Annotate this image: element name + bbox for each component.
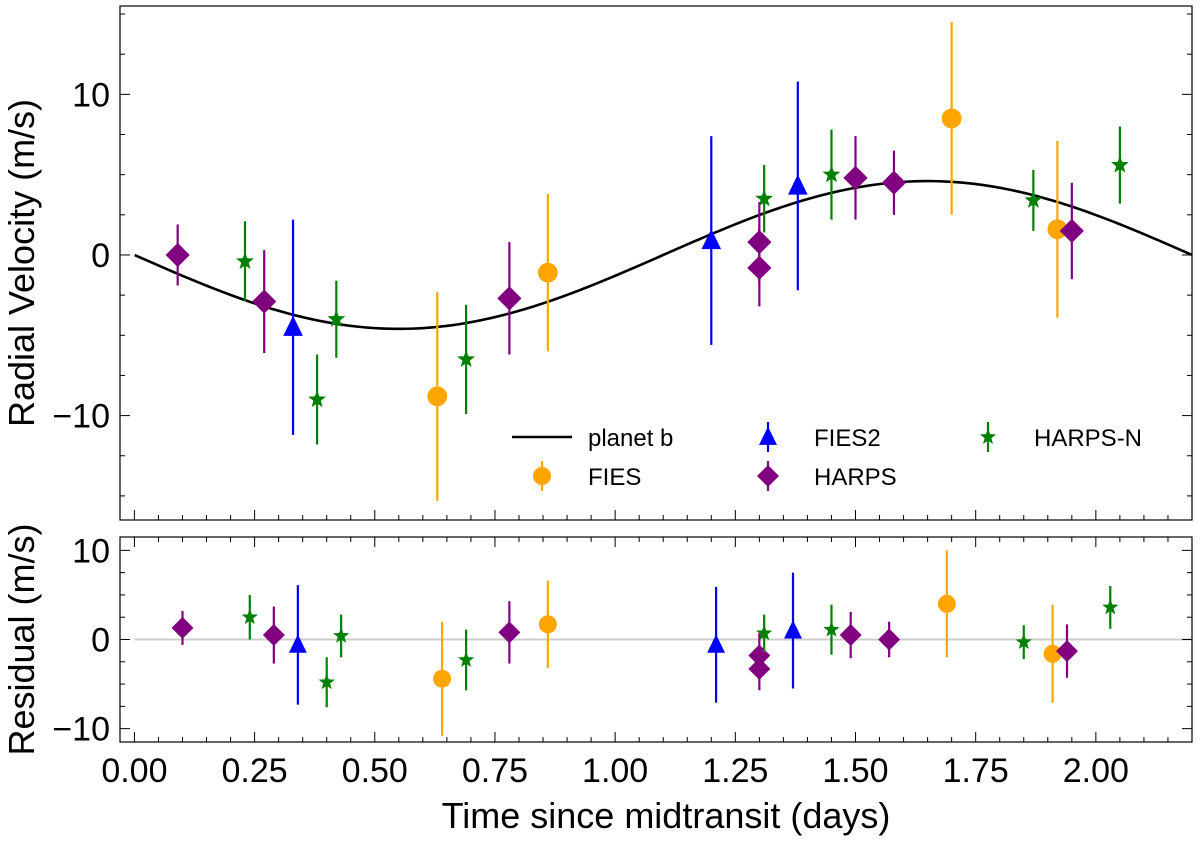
bottom-axis-ticks: −10 0 10 0.00 0.25 0.50 0.75 1.00 1.25 1.50 1.75 2.…: [52, 532, 1193, 790]
res-fies2-point-2: [784, 620, 802, 639]
bottom-y-tick-label: −10: [52, 711, 110, 749]
legend-fies2-marker: [759, 426, 777, 445]
radial-velocity-panel: −10 0 10 Radial Velocity (m/s) planet b FIE…: [1, 5, 1193, 521]
rv-harps-point-7: [1059, 218, 1084, 243]
top-axes-frame: [119, 5, 1193, 521]
bottom-plot-area: [134, 550, 1192, 736]
rv-harps-n-point-4: [755, 189, 774, 207]
bottom-y-tick-label: 0: [91, 622, 110, 660]
bottom-y-axis-label: Residual (m/s): [1, 523, 42, 755]
legend-fies-label: FIES: [588, 464, 641, 491]
res-fies-point-3: [1043, 644, 1062, 663]
res-fies-point-1: [538, 615, 557, 634]
rv-harps-n-point-3: [457, 350, 476, 367]
x-tick-label: 0.25: [222, 752, 288, 790]
x-tick-label: 1.50: [822, 752, 888, 790]
legend: planet b FIES FIES2 HARPS HARPS-N: [512, 422, 1142, 491]
rv-harps-n-point-0: [236, 252, 254, 269]
res-harps-point-4: [748, 657, 771, 680]
rv-harps-n-point-5: [822, 165, 841, 183]
res-harps-point-6: [878, 628, 901, 651]
rv-harps-point-2: [497, 286, 522, 311]
rv-fies-point-3: [1047, 219, 1068, 240]
x-tick-label: 2.00: [1063, 752, 1129, 790]
bottom-y-tick-label: 10: [72, 532, 110, 570]
x-axis-label: Time since midtransit (days): [442, 795, 891, 836]
rv-harps-point-0: [165, 242, 190, 268]
legend-harps-label: HARPS: [814, 464, 897, 491]
legend-planet-b-label: planet b: [588, 425, 673, 452]
res-harps-n-point-2: [333, 627, 350, 643]
rv-harps-point-5: [843, 165, 868, 190]
res-harps-n-point-0: [241, 608, 258, 625]
res-fies-point-0: [433, 669, 452, 688]
res-fies2-point-0: [288, 634, 307, 653]
res-fies2-point-1: [707, 634, 726, 653]
rv-harps-point-1: [252, 289, 277, 314]
rv-fies-point-2: [941, 108, 962, 129]
x-tick-label: 0.50: [342, 752, 408, 790]
legend-harps-marker: [757, 465, 779, 487]
x-tick-label: 1.25: [702, 752, 768, 790]
rv-fies-point-1: [537, 262, 558, 283]
res-fies-point-2: [937, 594, 956, 613]
res-harps-point-0: [171, 616, 194, 639]
rv-fies2-point-0: [283, 315, 303, 336]
top-y-axis-label: Radial Velocity (m/s): [1, 99, 42, 427]
res-harps-n-point-1: [318, 673, 335, 690]
rv-harps-point-6: [881, 170, 907, 195]
res-harps-point-5: [839, 624, 862, 647]
top-y-tick-label: −10: [52, 398, 110, 436]
top-y-tick-label: 10: [72, 76, 110, 114]
x-tick-label: 1.75: [943, 752, 1009, 790]
res-harps-point-2: [498, 621, 521, 644]
legend-fies-marker: [533, 467, 551, 485]
rv-harps-n-point-7: [1111, 155, 1129, 173]
rv-fies2-point-1: [701, 228, 722, 250]
x-tick-label: 1.00: [582, 752, 648, 790]
top-axis-ticks: −10 0 10: [52, 13, 1193, 520]
res-harps-n-point-5: [823, 621, 840, 637]
x-tick-label: 0.75: [462, 752, 528, 790]
res-harps-n-point-7: [1102, 598, 1119, 615]
rv-fies-point-0: [427, 386, 448, 407]
rv-harps-n-point-2: [327, 309, 346, 327]
legend-harps-n-label: HARPS-N: [1034, 425, 1142, 452]
legend-fies2-label: FIES2: [814, 425, 881, 452]
res-harps-n-point-6: [1015, 633, 1032, 650]
rv-harps-point-4: [747, 255, 772, 280]
rv-fies2-point-2: [787, 174, 808, 195]
res-harps-n-point-4: [756, 624, 773, 641]
rv-harps-n-point-1: [308, 390, 326, 408]
res-harps-point-7: [1056, 640, 1079, 663]
legend-harps-n-marker: [979, 428, 997, 444]
residual-panel: −10 0 10 0.00 0.25 0.50 0.75 1.00 1.25 1.50 1.75 2.…: [1, 523, 1193, 836]
x-tick-label: 0.00: [101, 752, 167, 790]
planet-b-model-curve: [134, 179, 1193, 331]
top-plot-area: [134, 22, 1193, 501]
rv-harps-n-point-6: [1024, 191, 1043, 208]
res-harps-n-point-3: [458, 651, 475, 667]
top-y-tick-label: 0: [91, 237, 110, 275]
res-harps-point-1: [262, 624, 285, 647]
